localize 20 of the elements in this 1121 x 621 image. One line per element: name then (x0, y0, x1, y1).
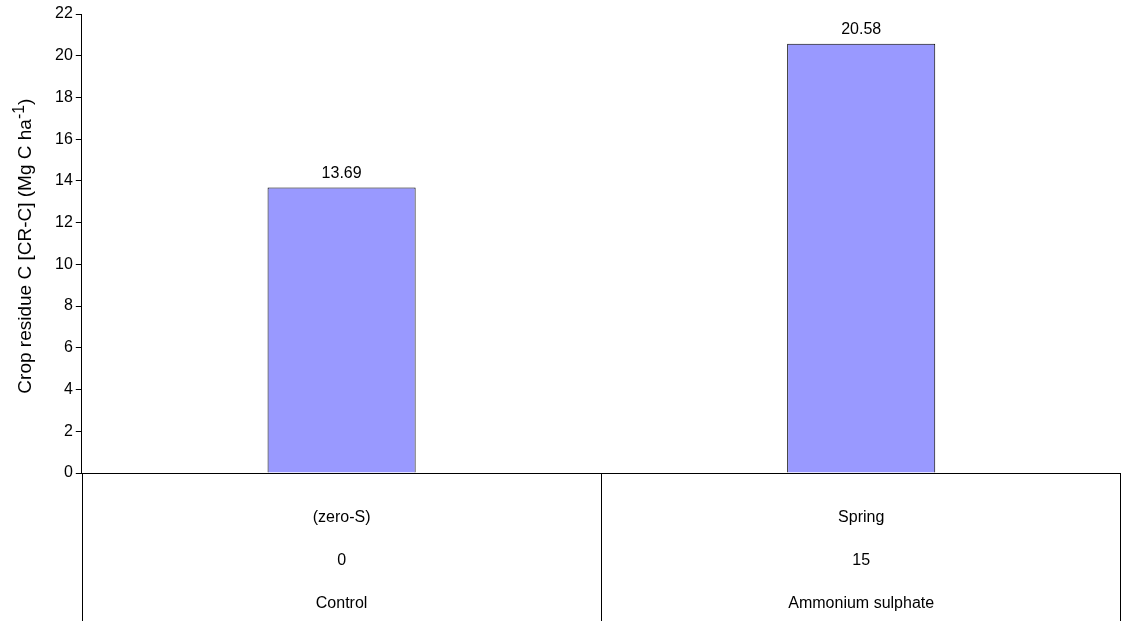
y-tick-label: 14 (55, 171, 73, 189)
x-tick-label: (zero-S) (312, 508, 371, 526)
text: 15 (852, 551, 871, 569)
y-tick-label: 16 (55, 129, 73, 147)
text: Ammonium sulphate (788, 594, 935, 612)
text: Control (315, 594, 368, 612)
y-tick-label: 18 (55, 87, 73, 105)
text: 0 (337, 551, 347, 569)
y-tick-label: 2 (63, 421, 73, 439)
data-label: 20.58 (841, 20, 882, 38)
y-tick-label: 20 (55, 46, 73, 64)
y-tick-label: 0 (63, 463, 73, 481)
data-label: 13.69 (321, 163, 362, 181)
y-tick-label: 4 (63, 379, 73, 397)
y-tick-label: 12 (55, 213, 73, 231)
y-tick-label: 8 (63, 296, 73, 314)
y-tick-label: 6 (63, 338, 73, 356)
y-tick-label: 22 (55, 4, 73, 22)
x-tick-label: Spring (838, 508, 885, 526)
y-tick-label: 10 (55, 254, 73, 272)
